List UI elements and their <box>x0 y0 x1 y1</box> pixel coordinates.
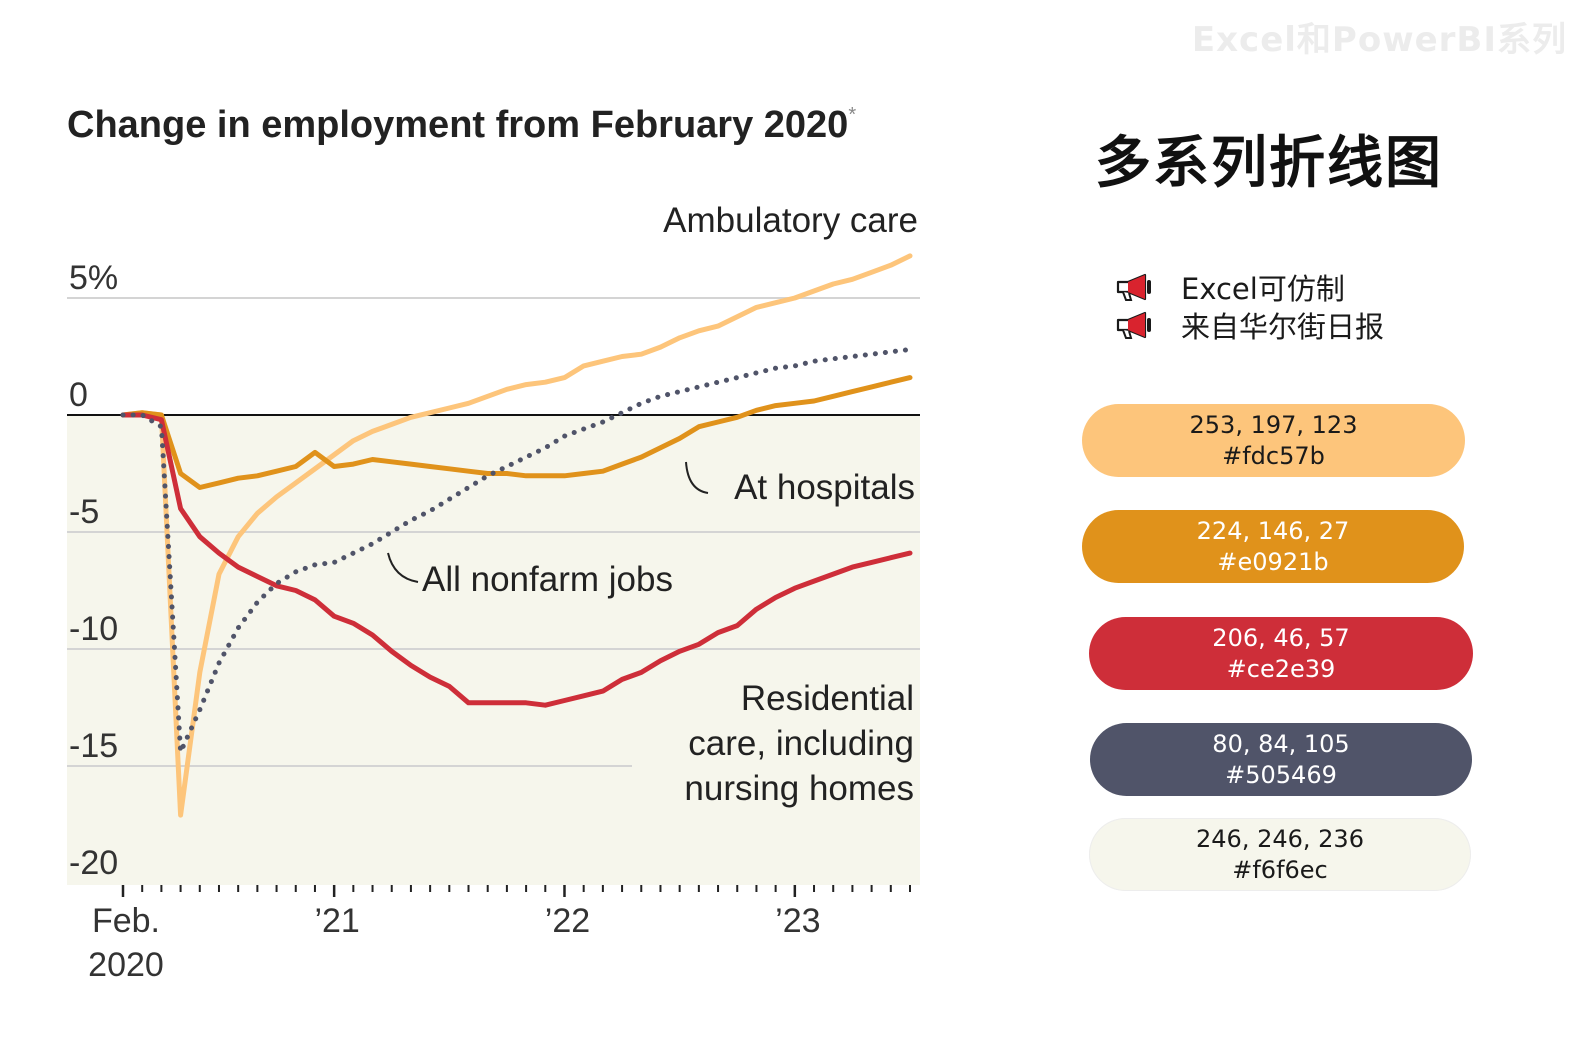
note-text: Excel可仿制 <box>1181 272 1345 306</box>
megaphone-icon <box>1116 311 1151 339</box>
note-item: 来自华尔街日报 <box>1115 304 1384 346</box>
swatch-hex: #f6f6ec <box>1232 855 1328 884</box>
y-tick-label: 5% <box>69 259 118 297</box>
x-tick-label: ’21 <box>314 902 359 940</box>
y-tick-label: -5 <box>69 493 99 531</box>
note-text: 来自华尔街日报 <box>1181 310 1385 344</box>
line-chart: Change in employment from February 2020*… <box>67 104 920 984</box>
swatch-hex: #fdc57b <box>1222 441 1325 470</box>
title-footnote-mark: * <box>848 104 856 126</box>
x-tick-label: ’23 <box>775 902 820 940</box>
series-line-at-hospitals <box>120 375 913 490</box>
label-ambulatory-care: Ambulatory care <box>663 201 918 240</box>
color-swatch-nonfarm: 80, 84, 105 #505469 <box>1090 723 1472 796</box>
chart-title: Change in employment from February 2020* <box>67 104 856 146</box>
color-swatch-background: 246, 246, 236 #f6f6ec <box>1089 818 1471 891</box>
swatch-rgb: 224, 146, 27 <box>1196 516 1350 545</box>
callout-leader-nonfarm <box>387 552 419 583</box>
swatch-hex: #ce2e39 <box>1226 654 1336 683</box>
label-all-nonfarm-jobs: All nonfarm jobs <box>422 560 673 599</box>
series-line-residential-care <box>120 412 913 708</box>
swatch-rgb: 246, 246, 236 <box>1196 824 1364 853</box>
y-tick-label: -15 <box>69 727 118 765</box>
y-tick-label: -10 <box>69 610 118 648</box>
y-tick-label: -20 <box>69 844 118 882</box>
x-tick-label: ’22 <box>545 902 590 940</box>
color-swatch-ambulatory: 253, 197, 123 #fdc57b <box>1082 404 1465 477</box>
label-residential-care: care, including <box>688 724 914 763</box>
callout-leader-hospitals <box>685 461 709 494</box>
note-item: Excel可仿制 <box>1115 266 1345 308</box>
color-swatch-hospitals: 224, 146, 27 #e0921b <box>1082 510 1464 583</box>
label-residential-care: Residential <box>741 679 914 718</box>
color-swatch-residential: 206, 46, 57 #ce2e39 <box>1089 617 1473 690</box>
watermark: Excel和PowerBI系列 <box>1191 20 1567 60</box>
swatch-rgb: 206, 46, 57 <box>1212 623 1350 652</box>
megaphone-icon <box>1116 273 1151 301</box>
y-tick-label: 0 <box>69 376 88 414</box>
swatch-hex: #e0921b <box>1217 547 1329 576</box>
swatch-rgb: 80, 84, 105 <box>1212 729 1350 758</box>
swatch-rgb: 253, 197, 123 <box>1189 410 1358 439</box>
x-tick-label: Feb. <box>92 902 160 940</box>
label-residential-care: nursing homes <box>684 769 914 808</box>
series-line-ambulatory-care <box>120 253 913 818</box>
side-title: 多系列折线图 <box>1095 131 1443 196</box>
label-at-hospitals: At hospitals <box>734 468 915 507</box>
x-tick-label: 2020 <box>88 946 164 984</box>
swatch-hex: #505469 <box>1225 760 1337 789</box>
